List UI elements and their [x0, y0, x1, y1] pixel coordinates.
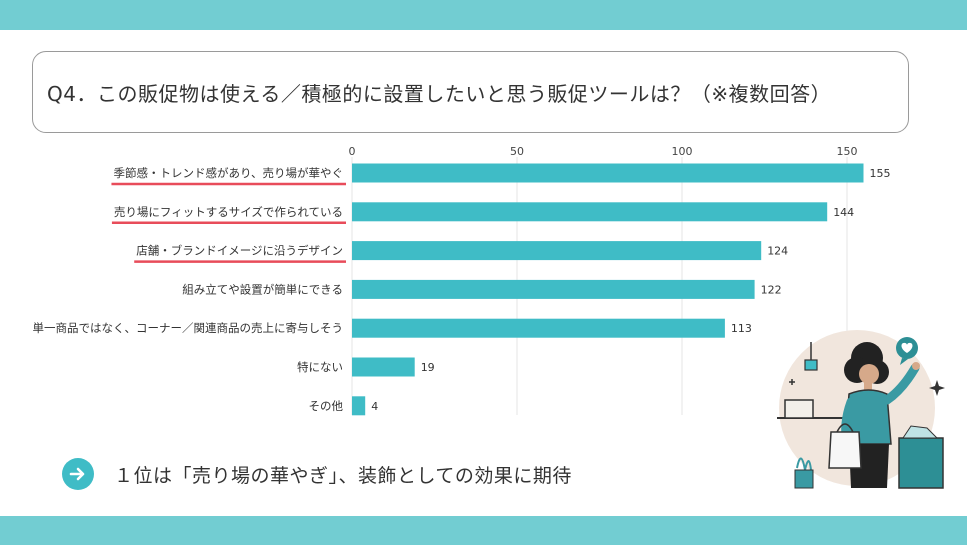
- top-band: [0, 0, 967, 30]
- x-tick-label: 150: [837, 145, 858, 158]
- bottom-band: [0, 516, 967, 545]
- category-label: 季節感・トレンド感があり、売り場が華やぐ: [113, 166, 343, 180]
- bar: [352, 318, 725, 338]
- data-label: 19: [421, 361, 435, 374]
- takeaway: １位は「売り場の華やぎ」、装飾としての効果に期待: [62, 458, 572, 490]
- category-label: 特にない: [297, 360, 343, 374]
- data-label: 113: [731, 322, 752, 335]
- page-title: Q4．この販促物は使える／積極的に設置したいと思う販促ツールは？（※複数回答）: [47, 81, 832, 106]
- x-tick-label: 50: [510, 145, 524, 158]
- bar: [352, 279, 755, 299]
- bar: [352, 163, 864, 183]
- bar: [352, 357, 415, 377]
- x-tick-label: 100: [672, 145, 693, 158]
- data-label: 144: [833, 206, 854, 219]
- category-label: 売り場にフィットするサイズで作られている: [114, 205, 343, 219]
- data-label: 122: [761, 283, 782, 296]
- arrow-right-icon: [62, 458, 94, 490]
- bar: [352, 396, 366, 416]
- takeaway-text: １位は「売り場の華やぎ」、装飾としての効果に期待: [114, 464, 572, 487]
- data-label: 4: [371, 400, 378, 413]
- data-label: 124: [767, 245, 788, 258]
- x-tick-label: 0: [349, 145, 356, 158]
- title-box: Q4．この販促物は使える／積極的に設置したいと思う販促ツールは？（※複数回答）: [32, 51, 909, 133]
- woman-shopping-illustration: [777, 330, 945, 489]
- category-label: 店舗・ブランドイメージに沿うデザイン: [136, 244, 343, 258]
- bar: [352, 241, 762, 261]
- bar: [352, 202, 828, 222]
- category-label: 単一商品ではなく、コーナー／関連商品の売上に寄与しそう: [33, 321, 344, 335]
- bar-chart: 0 50 100 150 季節感・トレンド感があり、売り場が華やぐ 155 売り場にフィッ…: [33, 145, 891, 416]
- category-label: 組み立てや設置が簡単にできる: [182, 282, 343, 296]
- category-label: その他: [309, 399, 344, 413]
- data-label: 155: [870, 167, 891, 180]
